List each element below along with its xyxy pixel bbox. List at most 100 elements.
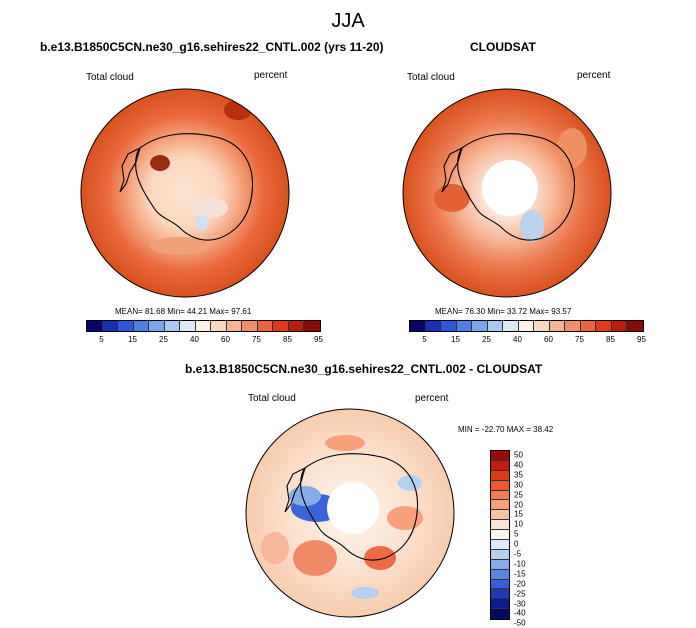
colorbar-swatch bbox=[441, 321, 457, 331]
panel-2-colorbar-labels: 5 15 25 40 60 75 85 95 bbox=[409, 335, 646, 347]
panel-3-stats: MIN = -22.70 MAX = 38.42 bbox=[458, 425, 554, 434]
colorbar-swatch bbox=[491, 569, 509, 580]
colorbar-swatch bbox=[491, 520, 509, 531]
colorbar-tick-label: 95 bbox=[637, 335, 646, 344]
colorbar-tick-label: -25 bbox=[514, 589, 526, 599]
colorbar-swatch bbox=[596, 321, 612, 331]
colorbar-tick-label: 25 bbox=[514, 490, 523, 500]
colorbar-swatch bbox=[118, 321, 134, 331]
panel-3-variable-label: Total cloud bbox=[248, 393, 296, 404]
colorbar-swatch bbox=[472, 321, 488, 331]
colorbar-swatch bbox=[273, 321, 289, 331]
panel-2-variable-label: Total cloud bbox=[407, 72, 455, 83]
colorbar-tick-label: 15 bbox=[128, 335, 137, 344]
colorbar-tick-label: 5 bbox=[99, 335, 104, 344]
colorbar-tick-label: 40 bbox=[190, 335, 199, 344]
colorbar-swatch bbox=[425, 321, 441, 331]
colorbar-tick-label: 85 bbox=[606, 335, 615, 344]
panel-3-colorbar-labels: 50 40 35 30 25 20 15 10 5 0 -5 -10 -15 -20 -25 -30 -40 -5… bbox=[514, 450, 544, 628]
colorbar-swatch bbox=[149, 321, 165, 331]
panel-3-colorbar bbox=[490, 450, 510, 621]
colorbar-tick-label: 15 bbox=[451, 335, 460, 344]
colorbar-swatch bbox=[611, 321, 627, 331]
colorbar-swatch bbox=[491, 589, 509, 600]
panel-2-title: CLOUDSAT bbox=[470, 40, 536, 54]
colorbar-tick-label: 15 bbox=[514, 509, 523, 519]
panel-1-variable-label: Total cloud bbox=[86, 72, 134, 83]
colorbar-tick-label: 30 bbox=[514, 480, 523, 490]
panel-3-units-label: percent bbox=[415, 393, 449, 404]
colorbar-swatch bbox=[257, 321, 273, 331]
colorbar-swatch bbox=[102, 321, 118, 331]
colorbar-tick-label: 40 bbox=[513, 335, 522, 344]
colorbar-swatch bbox=[534, 321, 550, 331]
panel-1-colorbar-labels: 5 15 25 40 60 75 85 95 bbox=[86, 335, 323, 347]
colorbar-swatch bbox=[491, 559, 509, 570]
colorbar-tick-label: 60 bbox=[544, 335, 553, 344]
colorbar-swatch bbox=[627, 321, 643, 331]
colorbar-tick-label: -5 bbox=[514, 549, 522, 559]
colorbar-tick-label: 20 bbox=[514, 500, 523, 509]
colorbar-swatch bbox=[242, 321, 258, 331]
colorbar-tick-label: 85 bbox=[283, 335, 292, 344]
colorbar-tick-label: 75 bbox=[252, 335, 261, 344]
panel-1-title: b.e13.B1850C5CN.ne30_g16.sehires22_CNTL.… bbox=[40, 40, 384, 54]
colorbar-swatch bbox=[491, 500, 509, 511]
colorbar-swatch bbox=[133, 321, 149, 331]
colorbar-tick-label: -40 bbox=[514, 608, 526, 618]
panel-2-colorbar bbox=[409, 320, 644, 332]
colorbar-swatch bbox=[491, 460, 509, 471]
panel-1-colorbar bbox=[86, 320, 321, 332]
colorbar-swatch bbox=[491, 490, 509, 501]
colorbar-swatch bbox=[491, 540, 509, 550]
panel-3-polar-map bbox=[245, 408, 455, 618]
colorbar-swatch bbox=[580, 321, 596, 331]
colorbar-swatch bbox=[491, 579, 509, 590]
colorbar-swatch bbox=[549, 321, 565, 331]
colorbar-tick-label: -50 bbox=[514, 618, 526, 628]
colorbar-tick-label: 60 bbox=[221, 335, 230, 344]
colorbar-swatch bbox=[180, 321, 196, 331]
colorbar-tick-label: 10 bbox=[514, 519, 523, 529]
colorbar-swatch bbox=[288, 321, 304, 331]
colorbar-tick-label: 0 bbox=[514, 539, 519, 549]
colorbar-tick-label: 40 bbox=[514, 460, 523, 470]
colorbar-tick-label: 50 bbox=[514, 450, 523, 460]
colorbar-swatch bbox=[491, 599, 509, 610]
colorbar-swatch bbox=[304, 321, 320, 331]
colorbar-swatch bbox=[226, 321, 242, 331]
colorbar-swatch bbox=[491, 470, 509, 481]
main-title: JJA bbox=[331, 10, 365, 32]
colorbar-swatch bbox=[518, 321, 534, 331]
colorbar-tick-label: 5 bbox=[514, 529, 519, 539]
colorbar-swatch bbox=[491, 480, 509, 491]
colorbar-swatch bbox=[491, 510, 509, 521]
colorbar-tick-label: -30 bbox=[514, 599, 526, 608]
panel-1-units-label: percent bbox=[254, 70, 288, 81]
colorbar-swatch bbox=[503, 321, 519, 331]
colorbar-swatch bbox=[491, 530, 509, 541]
colorbar-tick-label: 5 bbox=[422, 335, 427, 344]
colorbar-swatch bbox=[211, 321, 227, 331]
colorbar-tick-label: 35 bbox=[514, 470, 523, 480]
colorbar-swatch bbox=[164, 321, 180, 331]
colorbar-swatch bbox=[565, 321, 581, 331]
panel-1-polar-map bbox=[80, 88, 290, 298]
colorbar-swatch bbox=[456, 321, 472, 331]
panel-2-units-label: percent bbox=[577, 70, 611, 81]
colorbar-tick-label: -20 bbox=[514, 579, 526, 589]
colorbar-swatch bbox=[491, 451, 509, 461]
colorbar-tick-label: -15 bbox=[514, 569, 526, 579]
panel-2-polar-map bbox=[402, 88, 612, 298]
colorbar-swatch bbox=[491, 549, 509, 560]
colorbar-tick-label: 25 bbox=[482, 335, 491, 344]
colorbar-swatch bbox=[195, 321, 211, 331]
colorbar-swatch bbox=[487, 321, 503, 331]
colorbar-swatch bbox=[410, 321, 426, 331]
colorbar-swatch bbox=[87, 321, 103, 331]
colorbar-swatch bbox=[491, 609, 509, 620]
colorbar-tick-label: 75 bbox=[575, 335, 584, 344]
panel-1-stats: MEAN= 81.68 Min= 44.21 Max= 97.61 bbox=[115, 307, 252, 316]
colorbar-tick-label: 95 bbox=[314, 335, 323, 344]
panel-3-title: b.e13.B1850C5CN.ne30_g16.sehires22_CNTL.… bbox=[185, 362, 543, 376]
